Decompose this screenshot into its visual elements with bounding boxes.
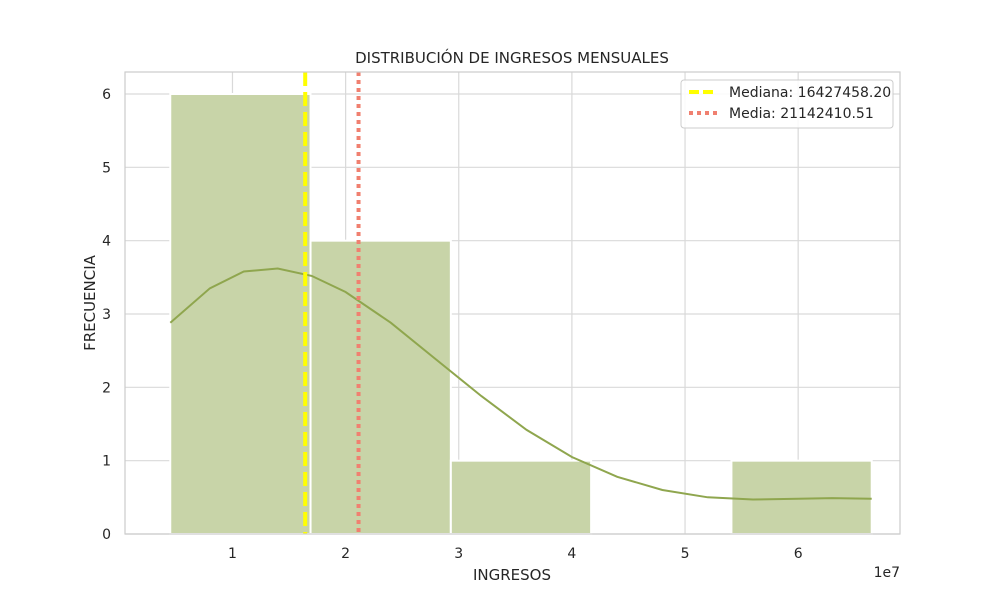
legend: Mediana: 16427458.20 Media: 21142410.51	[680, 79, 894, 129]
y-tick-label: 3	[102, 307, 111, 323]
kde-curve	[169, 267, 872, 501]
reference-lines	[303, 72, 361, 534]
y-tick-label: 2	[102, 380, 111, 396]
histogram-bar	[449, 459, 593, 535]
plot-frame	[124, 71, 901, 535]
y-tick-label: 0	[102, 527, 111, 543]
legend-label-mediana: Mediana: 16427458.20	[729, 85, 891, 101]
x-tick-label: 2	[341, 546, 350, 562]
x-axis-label: INGRESOS	[473, 566, 551, 584]
histogram-bars	[169, 93, 873, 536]
y-tick-label: 1	[102, 454, 111, 470]
x-tick-label: 5	[681, 546, 690, 562]
x-tick-label: 4	[567, 546, 576, 562]
y-tick-label: 4	[102, 234, 111, 250]
legend-label-media: Media: 21142410.51	[729, 106, 874, 122]
y-tick-label: 6	[102, 87, 111, 103]
tick-labels: 1 2 3 4 5 6 0 1 2 3 4 5 6	[102, 87, 803, 562]
y-tick-label: 5	[102, 160, 111, 176]
x-tick-label: 6	[794, 546, 803, 562]
x-tick-label: 3	[454, 546, 463, 562]
chart-title: DISTRIBUCIÓN DE INGRESOS MENSUALES	[355, 48, 669, 67]
y-axis-label: FRECUENCIA	[81, 254, 99, 351]
histogram-bar	[169, 93, 312, 535]
x-tick-label: 1	[228, 546, 237, 562]
legend-box	[680, 79, 894, 129]
kde-curve-group	[169, 267, 872, 501]
x-scale-exponent: 1e7	[874, 565, 900, 581]
histogram-bar	[730, 459, 873, 535]
